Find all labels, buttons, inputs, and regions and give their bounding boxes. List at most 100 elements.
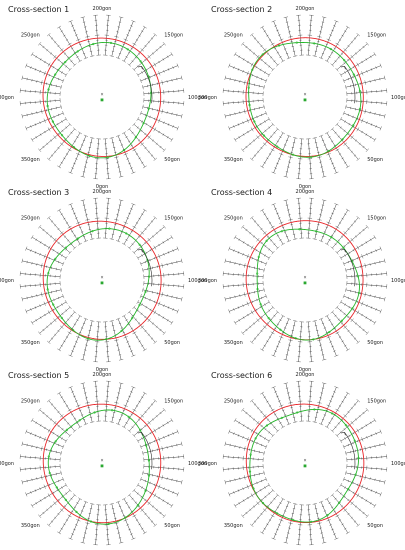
gon-label: 300gon bbox=[0, 278, 14, 284]
ruler-tick bbox=[344, 213, 347, 216]
ruler-tick bbox=[281, 314, 286, 318]
ruler-tick bbox=[268, 222, 272, 224]
ruler-tick bbox=[71, 350, 74, 352]
ruler-tick bbox=[163, 304, 165, 307]
ruler-tick bbox=[244, 263, 246, 268]
ruler-tick bbox=[244, 109, 246, 114]
ruler-tick bbox=[57, 165, 62, 169]
ruler-tick bbox=[142, 531, 147, 535]
ruler-tick bbox=[67, 56, 70, 59]
ruler-tick bbox=[118, 537, 122, 539]
ruler-tick bbox=[339, 309, 342, 312]
ruler-tick bbox=[239, 263, 241, 266]
ruler-tick bbox=[331, 323, 334, 326]
ruler-tick bbox=[76, 153, 81, 156]
ruler-tick bbox=[245, 145, 248, 149]
ruler-tick bbox=[379, 296, 381, 300]
ruler-tick bbox=[314, 233, 318, 235]
ruler-tick bbox=[83, 349, 87, 351]
measured-point-marker bbox=[256, 287, 259, 291]
ruler-tick bbox=[44, 496, 46, 500]
ruler-tick bbox=[144, 260, 147, 264]
ruler-tick bbox=[224, 113, 226, 119]
ruler-tick bbox=[170, 418, 174, 423]
ruler-tick bbox=[147, 501, 151, 506]
ruler-tick bbox=[82, 387, 86, 389]
ruler-tick bbox=[42, 45, 45, 49]
ruler-tick bbox=[334, 537, 339, 540]
ruler-tick bbox=[340, 52, 344, 55]
ruler-tick bbox=[68, 537, 73, 540]
ruler-tick bbox=[150, 520, 154, 523]
ruler-tick bbox=[356, 33, 361, 37]
ruler-tick bbox=[379, 77, 381, 81]
ruler-tick bbox=[357, 300, 359, 303]
ruler-tick bbox=[242, 70, 244, 73]
ruler-tick bbox=[345, 391, 350, 395]
ruler-tick bbox=[153, 33, 158, 37]
ruler-tick bbox=[154, 440, 156, 443]
ruler-tick bbox=[141, 344, 144, 347]
ruler-tick bbox=[65, 39, 69, 41]
ruler-tick bbox=[172, 432, 174, 435]
ruler-tick bbox=[271, 20, 276, 23]
ruler-tick bbox=[176, 309, 179, 314]
gon-label: 100gon bbox=[391, 461, 405, 467]
ruler-tick bbox=[249, 49, 252, 52]
center-cross-marker: × bbox=[303, 92, 306, 97]
ruler-tick bbox=[137, 139, 141, 142]
ruler-tick bbox=[50, 154, 54, 157]
ruler-tick bbox=[266, 418, 270, 421]
ruler-tick bbox=[279, 136, 282, 138]
ruler-tick bbox=[333, 25, 336, 27]
ruler-tick bbox=[34, 68, 37, 71]
ruler-tick bbox=[82, 235, 86, 238]
ruler-tick bbox=[163, 487, 165, 490]
gon-label: 250gon bbox=[224, 399, 243, 405]
ruler-tick bbox=[109, 320, 114, 322]
ruler-tick bbox=[350, 450, 352, 454]
ruler-tick bbox=[339, 492, 342, 495]
ruler-tick bbox=[323, 327, 327, 329]
measured-point-marker bbox=[147, 107, 150, 110]
ruler-tick bbox=[48, 483, 50, 486]
ruler-tick bbox=[315, 147, 319, 149]
ruler-tick bbox=[264, 486, 266, 489]
ruler-tick bbox=[145, 306, 148, 309]
ruler-tick bbox=[39, 487, 41, 490]
ruler-tick bbox=[323, 510, 327, 512]
ruler-tick bbox=[260, 348, 265, 352]
ruler-tick bbox=[159, 511, 162, 515]
ruler-tick bbox=[85, 339, 90, 341]
ruler-tick bbox=[131, 203, 136, 206]
ruler-tick bbox=[130, 167, 133, 169]
ruler-tick bbox=[142, 104, 144, 109]
ruler-tick bbox=[50, 83, 52, 87]
ruler-tick bbox=[132, 305, 136, 310]
ruler-tick bbox=[334, 243, 337, 246]
measured-point-marker bbox=[64, 60, 67, 64]
ruler-tick bbox=[314, 325, 318, 327]
ruler-tick bbox=[291, 411, 295, 413]
ruler-tick bbox=[72, 493, 77, 497]
ruler-tick bbox=[38, 514, 42, 519]
ruler-tick bbox=[144, 479, 147, 483]
measured-point-marker bbox=[357, 291, 361, 295]
ruler-tick bbox=[362, 228, 365, 232]
ruler-tick bbox=[258, 450, 260, 454]
ruler-tick bbox=[266, 340, 269, 343]
ruler-tick bbox=[373, 235, 377, 240]
ruler-tick bbox=[339, 431, 342, 434]
measured-point-marker bbox=[343, 59, 346, 62]
ruler-tick bbox=[291, 330, 295, 332]
ruler-tick bbox=[247, 60, 249, 64]
ruler-tick bbox=[315, 45, 319, 47]
ruler-tick bbox=[260, 25, 265, 29]
ruler-tick bbox=[141, 396, 144, 399]
ruler-tick bbox=[59, 231, 64, 235]
ruler-tick bbox=[273, 314, 276, 317]
ruler-tick bbox=[374, 444, 376, 448]
ruler-tick bbox=[88, 513, 92, 515]
ruler-tick bbox=[341, 157, 344, 160]
ruler-tick bbox=[263, 213, 266, 216]
